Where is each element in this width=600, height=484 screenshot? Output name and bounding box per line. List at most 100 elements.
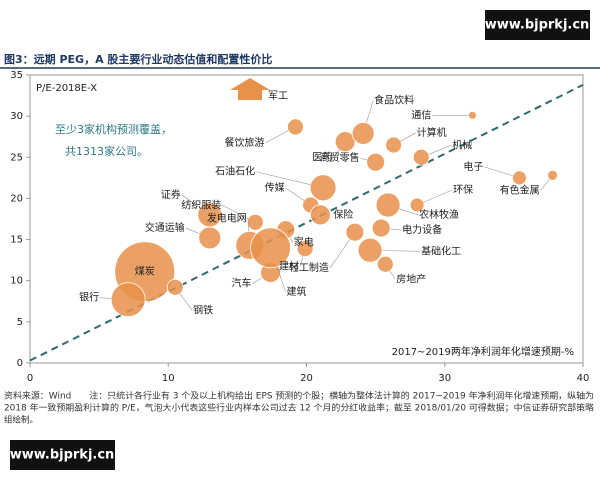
leader-line xyxy=(366,100,374,123)
bubble-label: 房地产 xyxy=(396,272,426,285)
bubble xyxy=(412,148,430,166)
bubble xyxy=(250,227,291,269)
bubble-label: 农林牧渔 xyxy=(419,208,459,221)
bubble-label: 纺织服装 xyxy=(181,198,221,211)
bubble xyxy=(357,237,383,263)
leader-line xyxy=(179,293,193,311)
x-tick-label: 40 xyxy=(577,373,590,384)
arrow xyxy=(230,78,270,100)
bubble-label: 电力设备 xyxy=(402,223,442,236)
bubble xyxy=(309,204,331,226)
x-axis-label: 2017~2019两年净利润年化增速预期-% xyxy=(392,345,574,358)
leader-line xyxy=(252,277,263,284)
bubble-label: 有色金属 xyxy=(500,183,540,196)
bubble-label: 交通运输 xyxy=(145,221,185,234)
bubble xyxy=(345,222,365,242)
bubble xyxy=(547,169,558,181)
x-tick-label: 20 xyxy=(300,373,313,384)
leader-line xyxy=(399,208,419,216)
arrow-label: 军工 xyxy=(268,90,288,102)
leader-line xyxy=(181,194,201,209)
leader-line xyxy=(100,297,112,299)
source-note: 资料来源：Wind 注：只统计各行业有 3 个及以上机构给出 EPS 预测的个股… xyxy=(4,391,594,402)
bubble-label: 石油石化 xyxy=(215,165,255,178)
bubble xyxy=(385,136,402,154)
y-tick-label: 30 xyxy=(10,111,23,122)
y-tick-label: 25 xyxy=(10,152,23,163)
leader-line xyxy=(247,218,250,232)
bubble-label: 商贸零售 xyxy=(320,151,360,164)
watermark-box xyxy=(485,10,590,40)
bubble-label: 计算机 xyxy=(417,126,447,139)
bubble-label: 建筑 xyxy=(287,285,307,298)
bubble xyxy=(334,131,356,153)
watermark: www.bjprkj.cn xyxy=(485,18,590,33)
leader-line xyxy=(423,189,453,203)
bubble-label: 钢铁 xyxy=(193,303,213,316)
y-tick-label: 5 xyxy=(17,317,23,328)
bubble-label: 汽车 xyxy=(232,276,252,289)
leader-line xyxy=(540,179,550,191)
bubble-label: 保险 xyxy=(333,208,353,221)
y-axis-label: P/E-2018E-X xyxy=(36,83,97,94)
bubble xyxy=(198,226,222,250)
leader-line xyxy=(390,228,402,231)
leader-line xyxy=(222,205,249,219)
bubble-label: 机械 xyxy=(452,138,472,151)
leader-line xyxy=(428,145,452,155)
bubble-label: 建材 xyxy=(279,260,299,273)
bubble xyxy=(110,282,146,318)
bubble xyxy=(351,122,375,145)
x-tick-label: 30 xyxy=(438,373,451,384)
leader-line xyxy=(484,166,513,177)
bubble xyxy=(375,192,401,218)
bubble-label: 证券 xyxy=(161,188,181,201)
y-tick-label: 10 xyxy=(10,276,23,287)
bubble-label: 医药 xyxy=(312,152,332,164)
y-tick-label: 15 xyxy=(10,235,23,246)
x-tick-label: 0 xyxy=(27,373,33,384)
leader-line xyxy=(289,237,294,243)
y-tick-label: 20 xyxy=(10,193,23,204)
bubble-label: 电子 xyxy=(463,160,483,173)
bubble xyxy=(409,197,425,213)
leader-line xyxy=(382,250,421,252)
leader-line xyxy=(332,149,340,158)
bubble xyxy=(371,218,391,238)
bubble-label: 食品饮料 xyxy=(374,93,414,106)
bubble xyxy=(512,170,527,186)
x-tick-label: 10 xyxy=(162,373,175,384)
bubble-label: 发电电网 xyxy=(207,211,247,224)
leader-line xyxy=(299,256,304,267)
bubble-label: 轻工制造 xyxy=(289,261,329,274)
leader-line xyxy=(276,266,286,292)
leader-line xyxy=(256,171,311,186)
bubble-label: 传媒 xyxy=(265,182,285,194)
bubble xyxy=(287,118,304,136)
bubble xyxy=(366,152,386,172)
annotation: 共1313家公司。 xyxy=(65,144,148,158)
leader-line xyxy=(360,157,368,161)
source-note: 2018 年一致预期盈利计算的 P/E，气泡大小代表这些行业内样本公司过去 12… xyxy=(4,403,595,414)
y-tick-label: 35 xyxy=(10,70,23,81)
bubble-label: 通信 xyxy=(411,109,431,121)
chart-title: 图3：远期 PEG，A 股主要行业动态估值和配置性价比 xyxy=(4,52,272,66)
bubble xyxy=(166,278,184,296)
watermark-box xyxy=(10,440,115,470)
leader-line xyxy=(389,270,396,280)
bubble xyxy=(246,213,264,231)
leader-line xyxy=(400,132,416,142)
bubble xyxy=(467,110,477,120)
watermark: www.bjprkj.cn xyxy=(10,448,115,463)
y-tick-label: 0 xyxy=(17,358,23,369)
bubble-label: 餐饮旅游 xyxy=(224,136,264,149)
annotation: 至少3家机构预测覆盖， xyxy=(55,122,172,136)
bubble-label: 煤炭 xyxy=(135,265,155,278)
bubble-label: 基础化工 xyxy=(421,244,461,257)
leader-line xyxy=(265,130,289,144)
bubble xyxy=(376,255,394,273)
bubble-label: 家电 xyxy=(294,236,314,249)
leader-line xyxy=(329,239,351,269)
